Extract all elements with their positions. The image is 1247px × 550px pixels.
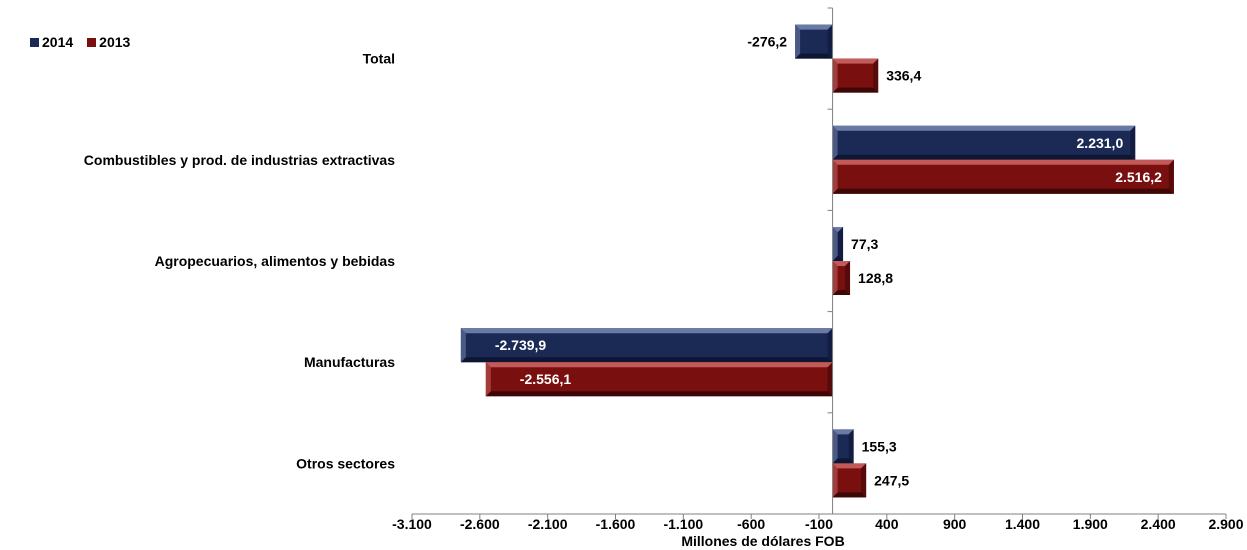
legend-item-2014: 2014 — [30, 34, 73, 50]
legend-swatch-2013 — [87, 37, 97, 47]
bar-2014 — [832, 125, 1136, 160]
x-tick-label: -1.600 — [596, 516, 636, 532]
data-label-2014: 2.231,0 — [1077, 135, 1124, 151]
x-tick-label: 400 — [875, 516, 899, 532]
x-tick-label: 2.400 — [1141, 516, 1176, 532]
legend-item-2013: 2013 — [87, 34, 130, 50]
legend: 2014 2013 — [30, 34, 130, 50]
data-label-2014: 155,3 — [862, 438, 897, 454]
x-tick-label: -100 — [805, 516, 833, 532]
category-label: Combustibles y prod. de industrias extra… — [84, 152, 395, 168]
data-label-2014: -2.739,9 — [495, 337, 547, 353]
data-label-2013: 128,8 — [858, 270, 893, 286]
x-tick-label: -2.100 — [528, 516, 568, 532]
bar-2014 — [832, 227, 844, 261]
x-tick-label: -1.100 — [663, 516, 703, 532]
bar-2013 — [832, 463, 867, 498]
x-tick-label: -600 — [737, 516, 765, 532]
legend-swatch-2014 — [30, 37, 39, 47]
bar-2014 — [832, 429, 854, 464]
x-tick-label: -2.600 — [460, 516, 500, 532]
x-tick-label: 1.400 — [1005, 516, 1040, 532]
data-label-2013: -2.556,1 — [520, 371, 572, 387]
x-tick-label: 1.900 — [1073, 516, 1108, 532]
bar-2014 — [460, 328, 833, 363]
bars-group: Total -276,2 336,4 Combustibles y prod. de … — [84, 24, 1174, 498]
bar-2013 — [832, 261, 851, 295]
x-tick-label: 900 — [943, 516, 967, 532]
category-label: Agropecuarios, alimentos y bebidas — [155, 253, 396, 269]
bar-2013 — [485, 362, 833, 397]
bar-2014 — [795, 24, 833, 59]
data-label-2014: 77,3 — [851, 236, 878, 252]
category-label: Total — [363, 51, 395, 67]
x-axis-title: Millones de dólares FOB — [681, 533, 844, 549]
x-tick-label: 2.900 — [1208, 516, 1243, 532]
x-tick-label: -3.100 — [392, 516, 432, 532]
category-label: Manufacturas — [304, 354, 395, 370]
data-label-2014: -276,2 — [747, 34, 787, 50]
data-label-2013: 336,4 — [886, 68, 921, 84]
legend-label-2013: 2013 — [99, 34, 131, 50]
bar-2013 — [832, 58, 879, 93]
data-label-2013: 247,5 — [874, 472, 909, 488]
data-label-2013: 2.516,2 — [1115, 169, 1162, 185]
category-label: Otros sectores — [296, 455, 395, 471]
bar-2013 — [832, 159, 1174, 194]
legend-label-2014: 2014 — [42, 34, 74, 50]
x-axis: -3.100 -2.600 -2.100 -1.600 -1.100 -600 -100 40… — [392, 7, 1244, 532]
